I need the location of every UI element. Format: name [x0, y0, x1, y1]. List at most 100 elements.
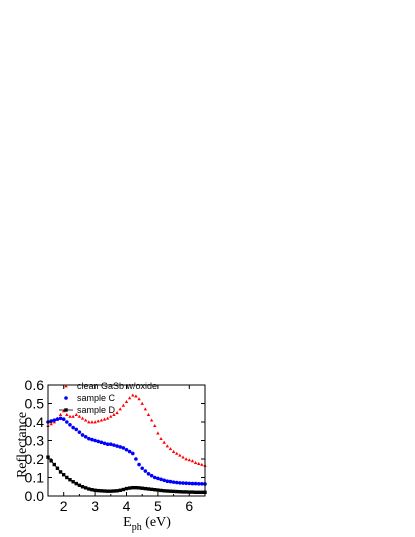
data-point	[181, 481, 185, 485]
data-point	[58, 416, 63, 421]
data-point	[118, 407, 122, 411]
data-point	[74, 427, 79, 432]
data-point	[77, 483, 82, 487]
data-point	[74, 412, 78, 416]
y-tick-label: 0.0	[25, 488, 45, 504]
data-point	[137, 486, 141, 490]
legend-marker	[64, 396, 68, 400]
data-point	[156, 431, 160, 435]
y-axis-label: Reflectance	[15, 412, 30, 478]
data-point	[130, 451, 135, 456]
data-point	[137, 397, 141, 401]
data-point	[159, 436, 163, 441]
data-point	[168, 489, 173, 493]
data-point	[171, 449, 176, 453]
data-point	[149, 473, 154, 478]
data-point	[197, 490, 201, 494]
x-tick-label: 4	[123, 498, 131, 514]
data-point	[83, 418, 88, 422]
data-point	[127, 396, 132, 400]
data-point	[134, 457, 138, 461]
data-point	[90, 420, 94, 424]
data-point	[118, 488, 122, 492]
data-point	[156, 488, 160, 492]
data-point	[68, 414, 72, 418]
data-point	[58, 470, 63, 474]
y-tick-label: 0.2	[25, 451, 45, 467]
data-point	[181, 490, 185, 494]
data-point	[140, 401, 144, 405]
data-point	[124, 399, 129, 404]
data-point	[156, 476, 160, 481]
data-point	[200, 490, 204, 494]
data-point	[134, 394, 138, 398]
x-axis-label: Eph (eV)	[123, 515, 171, 533]
data-point	[93, 420, 97, 424]
data-point	[137, 462, 141, 467]
data-point	[197, 461, 201, 465]
data-point	[71, 480, 75, 484]
data-point	[146, 487, 151, 491]
data-point	[181, 455, 185, 459]
data-point	[80, 416, 85, 420]
data-point	[62, 473, 66, 477]
data-point	[127, 449, 132, 454]
data-point	[112, 489, 116, 493]
data-point	[190, 459, 195, 463]
data-point	[131, 485, 135, 490]
data-point	[149, 487, 154, 492]
data-point	[153, 424, 157, 428]
data-point	[153, 488, 157, 492]
data-point	[165, 489, 170, 493]
series-sample-c	[46, 416, 207, 486]
data-point	[178, 490, 182, 494]
data-point	[175, 489, 179, 494]
legend-marker	[64, 384, 68, 388]
data-point	[99, 418, 104, 422]
data-point	[143, 469, 148, 473]
data-point	[112, 412, 116, 416]
data-point	[121, 446, 126, 450]
data-point	[193, 481, 198, 486]
data-point	[162, 478, 166, 483]
data-point	[71, 414, 75, 418]
data-point	[96, 439, 101, 444]
x-tick-label: 3	[91, 498, 99, 514]
data-point	[61, 417, 66, 422]
legend-label: sample C	[77, 393, 116, 403]
y-tick-label: 0.3	[25, 433, 45, 449]
y-tick-label: 0.4	[25, 414, 45, 430]
data-point	[102, 489, 107, 493]
data-point	[71, 425, 75, 430]
data-point	[83, 435, 88, 439]
data-point	[77, 430, 82, 434]
data-point	[193, 490, 198, 494]
data-point	[102, 441, 107, 446]
data-point	[140, 466, 144, 471]
data-point	[65, 420, 69, 424]
data-point	[184, 490, 188, 494]
data-point	[159, 488, 163, 493]
data-point	[68, 422, 72, 427]
data-point	[90, 488, 94, 492]
data-point	[83, 486, 88, 490]
data-point	[193, 461, 198, 465]
data-point	[80, 433, 85, 437]
data-point	[99, 489, 104, 493]
y-tick-label: 0.5	[25, 396, 45, 412]
data-point	[175, 451, 179, 455]
axes-layer: 2 3 4 5 6 0.0 0.1 0.2 0.3 0.4 0.5 0.6	[25, 377, 206, 514]
data-point	[87, 436, 91, 441]
data-point	[140, 486, 144, 490]
data-point	[200, 481, 204, 486]
x-axis-label-subscript: ph	[132, 522, 142, 533]
data-point	[121, 487, 126, 492]
data-point	[109, 489, 113, 493]
x-tick-label: 6	[185, 498, 193, 514]
data-point	[146, 472, 151, 476]
data-point	[146, 412, 151, 416]
data-point	[200, 462, 204, 466]
data-point	[143, 407, 148, 411]
x-axis-label-main: E	[123, 515, 132, 530]
data-point	[171, 489, 176, 494]
